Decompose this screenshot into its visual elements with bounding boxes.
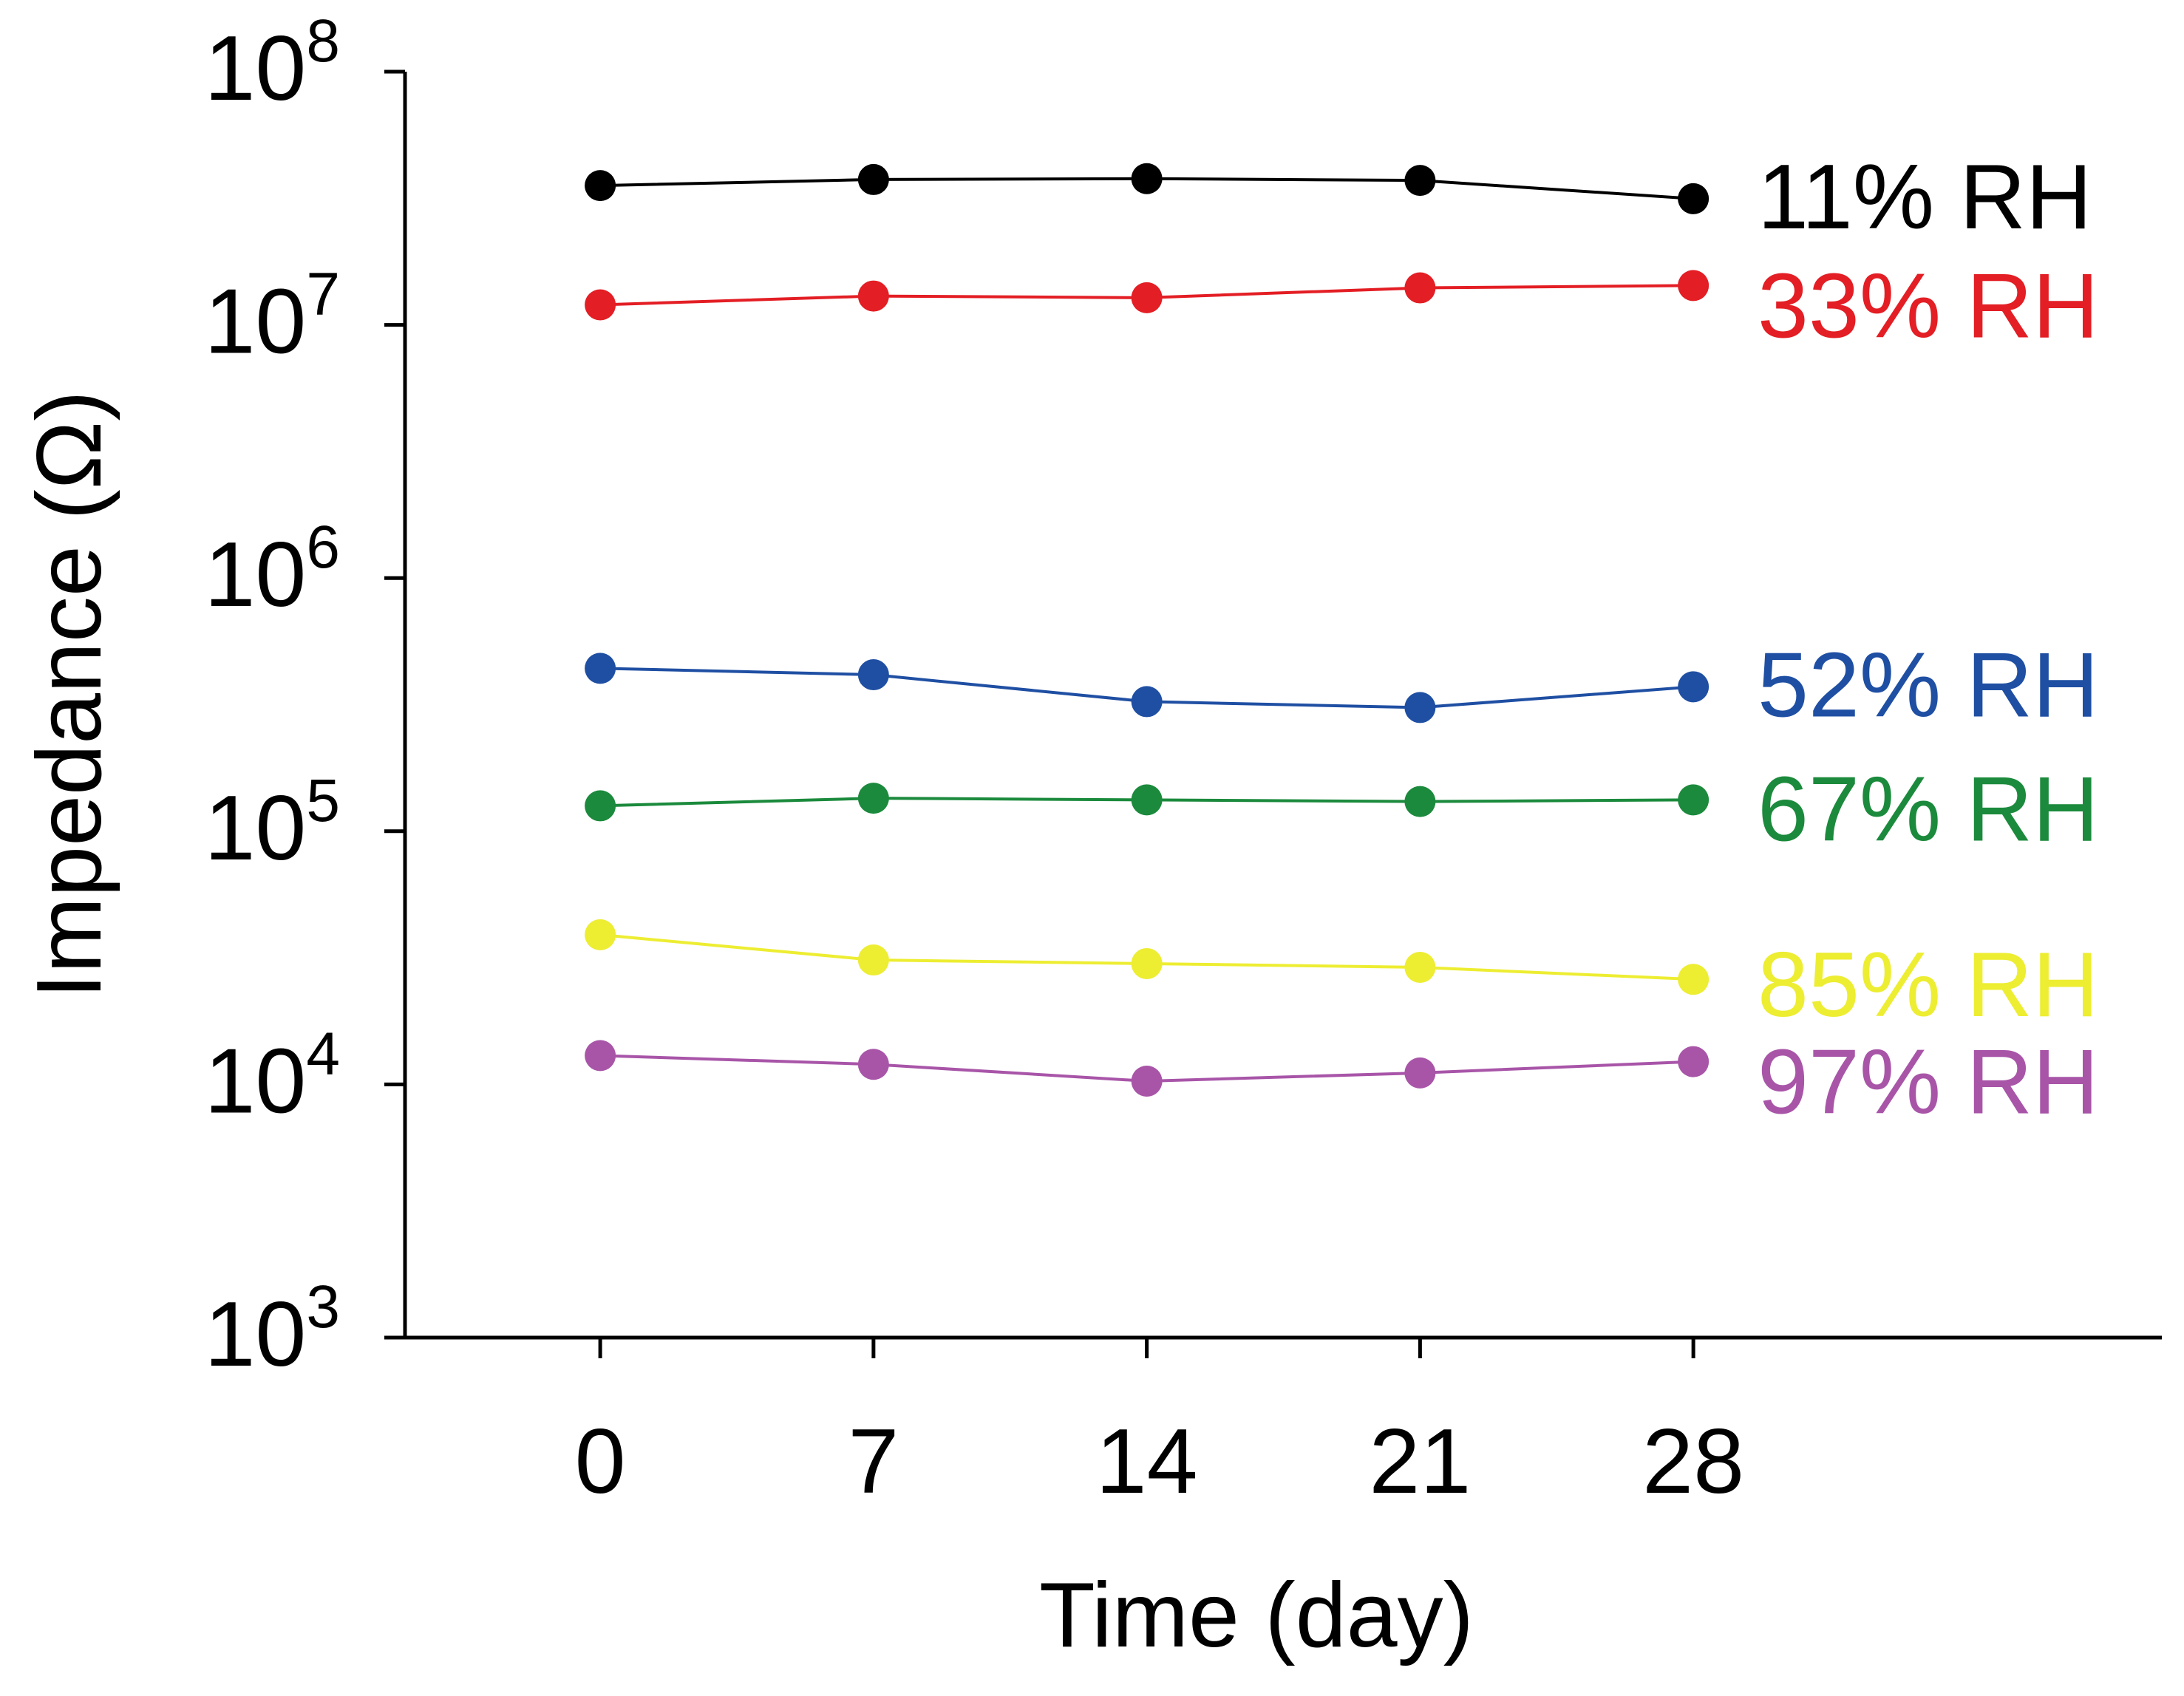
data-point <box>1131 163 1163 194</box>
data-point <box>857 783 889 814</box>
series-33-rh: 33% RH <box>585 255 2099 357</box>
data-point <box>1678 183 1710 214</box>
y-tick-label: 103 <box>204 1273 340 1386</box>
x-tick-label: 28 <box>1642 1411 1744 1513</box>
series-label: 97% RH <box>1758 1032 2099 1134</box>
data-point <box>1404 1057 1436 1089</box>
series-11-rh: 11% RH <box>585 146 2092 248</box>
data-point <box>1404 272 1436 304</box>
data-point <box>1131 282 1163 313</box>
data-point <box>1404 692 1436 723</box>
data-point <box>1404 786 1436 817</box>
data-point <box>857 163 889 195</box>
y-axis-label: Impedance (Ω) <box>18 390 120 998</box>
series-label: 85% RH <box>1758 934 2099 1036</box>
series-67-rh: 67% RH <box>585 758 2099 860</box>
data-point <box>857 1049 889 1080</box>
x-tick-label: 0 <box>575 1411 626 1513</box>
data-point <box>1678 671 1710 703</box>
data-point <box>585 653 616 684</box>
data-point <box>1678 964 1710 995</box>
data-point <box>585 919 616 950</box>
series-label: 33% RH <box>1758 255 2099 357</box>
data-point <box>1131 947 1163 979</box>
series-97-rh: 97% RH <box>585 1032 2099 1134</box>
data-point <box>1404 951 1436 983</box>
x-axis-ticks: 0 7 14 21 28 <box>575 1338 1744 1513</box>
data-point <box>585 289 616 321</box>
data-point <box>857 944 889 976</box>
data-point <box>1131 686 1163 718</box>
series-label: 67% RH <box>1758 758 2099 860</box>
y-tick-label: 106 <box>204 514 340 626</box>
data-point <box>857 659 889 691</box>
data-point <box>1131 784 1163 816</box>
series-52-rh: 52% RH <box>585 634 2099 736</box>
y-axis-ticks: 103 104 105 106 107 108 <box>204 7 405 1386</box>
data-point <box>585 170 616 202</box>
y-tick-label: 104 <box>204 1020 340 1132</box>
y-tick-label: 107 <box>204 261 340 373</box>
data-point <box>1678 1046 1710 1077</box>
y-tick-label: 105 <box>204 767 340 879</box>
x-tick-label: 7 <box>848 1411 899 1513</box>
data-point <box>585 790 616 822</box>
series-label: 52% RH <box>1758 634 2099 736</box>
data-point <box>1131 1066 1163 1097</box>
x-tick-label: 21 <box>1369 1411 1471 1513</box>
data-point <box>585 1040 616 1072</box>
y-tick-label: 108 <box>204 7 340 120</box>
data-point <box>857 280 889 312</box>
data-point <box>1404 165 1436 197</box>
x-tick-label: 14 <box>1096 1411 1198 1513</box>
series-85-rh: 85% RH <box>585 919 2099 1036</box>
data-point <box>1678 270 1710 302</box>
x-axis-label: Time (day) <box>1039 1564 1474 1666</box>
data-point <box>1678 784 1710 816</box>
series-label: 11% RH <box>1758 146 2092 248</box>
